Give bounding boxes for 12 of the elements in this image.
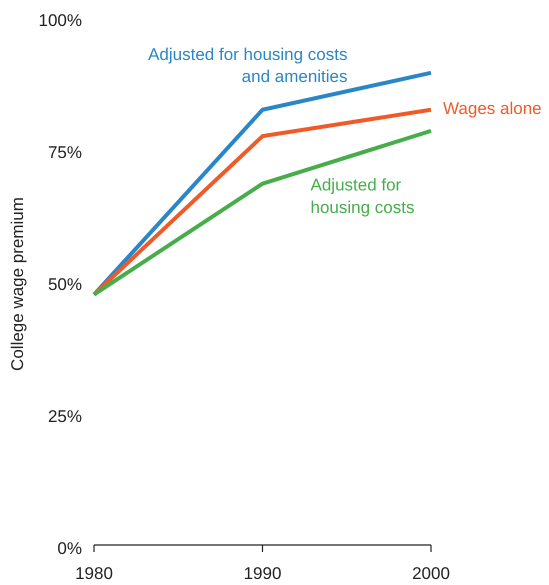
series-label: Wages alone: [443, 98, 542, 118]
series-label: Adjusted for housing costs and amenities: [148, 44, 348, 86]
y-tick-label: 0%: [57, 538, 82, 558]
y-tick-label: 50%: [48, 274, 82, 294]
x-tick-label: 2000: [412, 564, 450, 583]
y-tick-label: 25%: [48, 406, 82, 426]
y-tick-label: 100%: [38, 10, 82, 30]
x-tick-label: 1980: [75, 564, 113, 583]
y-tick-label: 75%: [48, 142, 82, 162]
x-tick-label: 1990: [244, 564, 282, 583]
y-axis-title: College wage premium: [8, 197, 27, 371]
series-label: Adjusted for housing costs: [310, 176, 414, 217]
